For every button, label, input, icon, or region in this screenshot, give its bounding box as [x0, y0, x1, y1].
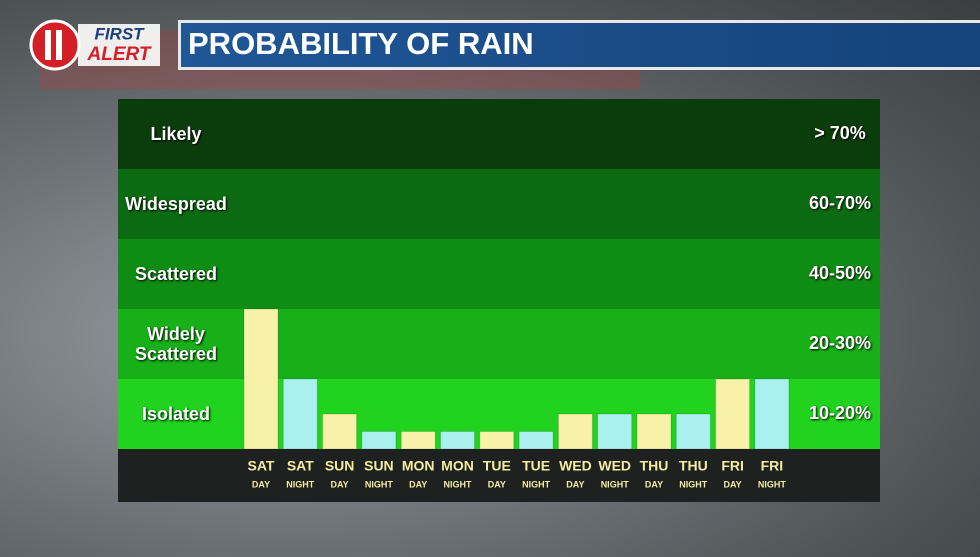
- band-label: Widespread: [125, 194, 227, 214]
- x-tick-sublabel: NIGHT: [522, 479, 551, 489]
- x-tick-label: WED: [559, 458, 592, 474]
- logo-bar: [56, 30, 62, 60]
- x-tick-sublabel: NIGHT: [758, 479, 787, 489]
- x-tick-label: TUE: [522, 458, 550, 474]
- x-tick-label: WED: [598, 458, 631, 474]
- x-tick-sublabel: NIGHT: [601, 479, 630, 489]
- x-tick-sublabel: DAY: [252, 479, 270, 489]
- x-tick-label: SAT: [248, 458, 275, 474]
- bar: [636, 413, 672, 450]
- band-range: 10-20%: [809, 403, 871, 423]
- x-tick-sublabel: NIGHT: [365, 479, 394, 489]
- band-label-box: Isolated: [141, 404, 211, 424]
- bar: [479, 431, 515, 450]
- band-label-box: Widespread: [125, 194, 227, 214]
- x-tick-label: THU: [640, 458, 669, 474]
- chart-title: PROBABILITY OF RAIN: [188, 26, 534, 61]
- bar: [282, 378, 318, 450]
- band-range: 20-30%: [809, 333, 871, 353]
- band: [118, 99, 880, 169]
- band-range: > 70%: [814, 123, 866, 143]
- x-tick-sublabel: DAY: [645, 479, 663, 489]
- x-tick-label: FRI: [721, 458, 744, 474]
- bar: [675, 413, 711, 450]
- logo-bar: [45, 30, 51, 60]
- x-tick-sublabel: DAY: [331, 479, 349, 489]
- band-label-box: Likely: [150, 124, 202, 144]
- x-tick-sublabel: NIGHT: [444, 479, 473, 489]
- bar: [557, 413, 593, 450]
- logo-circle: [29, 19, 81, 71]
- x-tick-label: SUN: [364, 458, 394, 474]
- x-tick-sublabel: DAY: [566, 479, 584, 489]
- x-tick-label: MON: [402, 458, 435, 474]
- x-tick-label: TUE: [483, 458, 511, 474]
- category-strip: [118, 449, 880, 502]
- bar: [322, 413, 358, 450]
- header-bar: [181, 23, 980, 67]
- band: [118, 239, 880, 309]
- band-range: 60-70%: [809, 193, 871, 213]
- band-label: Likely: [150, 124, 202, 144]
- logo-plate: [78, 24, 160, 66]
- band: [118, 309, 880, 379]
- band-label: Isolated: [141, 404, 211, 424]
- x-tick-label: SAT: [287, 458, 314, 474]
- x-tick-label: FRI: [761, 458, 784, 474]
- bar: [361, 431, 397, 450]
- x-tick-sublabel: DAY: [724, 479, 742, 489]
- x-tick-label: SUN: [325, 458, 355, 474]
- band: [118, 169, 880, 239]
- bar: [518, 431, 554, 450]
- x-tick-sublabel: NIGHT: [679, 479, 708, 489]
- x-tick-label: THU: [679, 458, 708, 474]
- bar: [754, 378, 790, 450]
- bar: [243, 308, 279, 450]
- bar: [440, 431, 475, 450]
- bar: [400, 431, 436, 450]
- bar: [715, 378, 751, 450]
- band-label: Widely Scattered: [134, 324, 218, 364]
- x-tick-label: MON: [441, 458, 474, 474]
- x-tick-sublabel: DAY: [409, 479, 427, 489]
- band-label-box: Scattered: [134, 264, 218, 284]
- bar: [597, 413, 633, 450]
- logo-bottom: ALERT: [87, 44, 152, 65]
- x-tick-sublabel: DAY: [488, 479, 506, 489]
- x-tick-sublabel: NIGHT: [286, 479, 315, 489]
- logo-top: FIRST: [94, 24, 145, 43]
- band-range: 40-50%: [809, 263, 871, 283]
- band-label: Scattered: [134, 264, 218, 284]
- band-label-box: Widely Scattered: [134, 324, 218, 364]
